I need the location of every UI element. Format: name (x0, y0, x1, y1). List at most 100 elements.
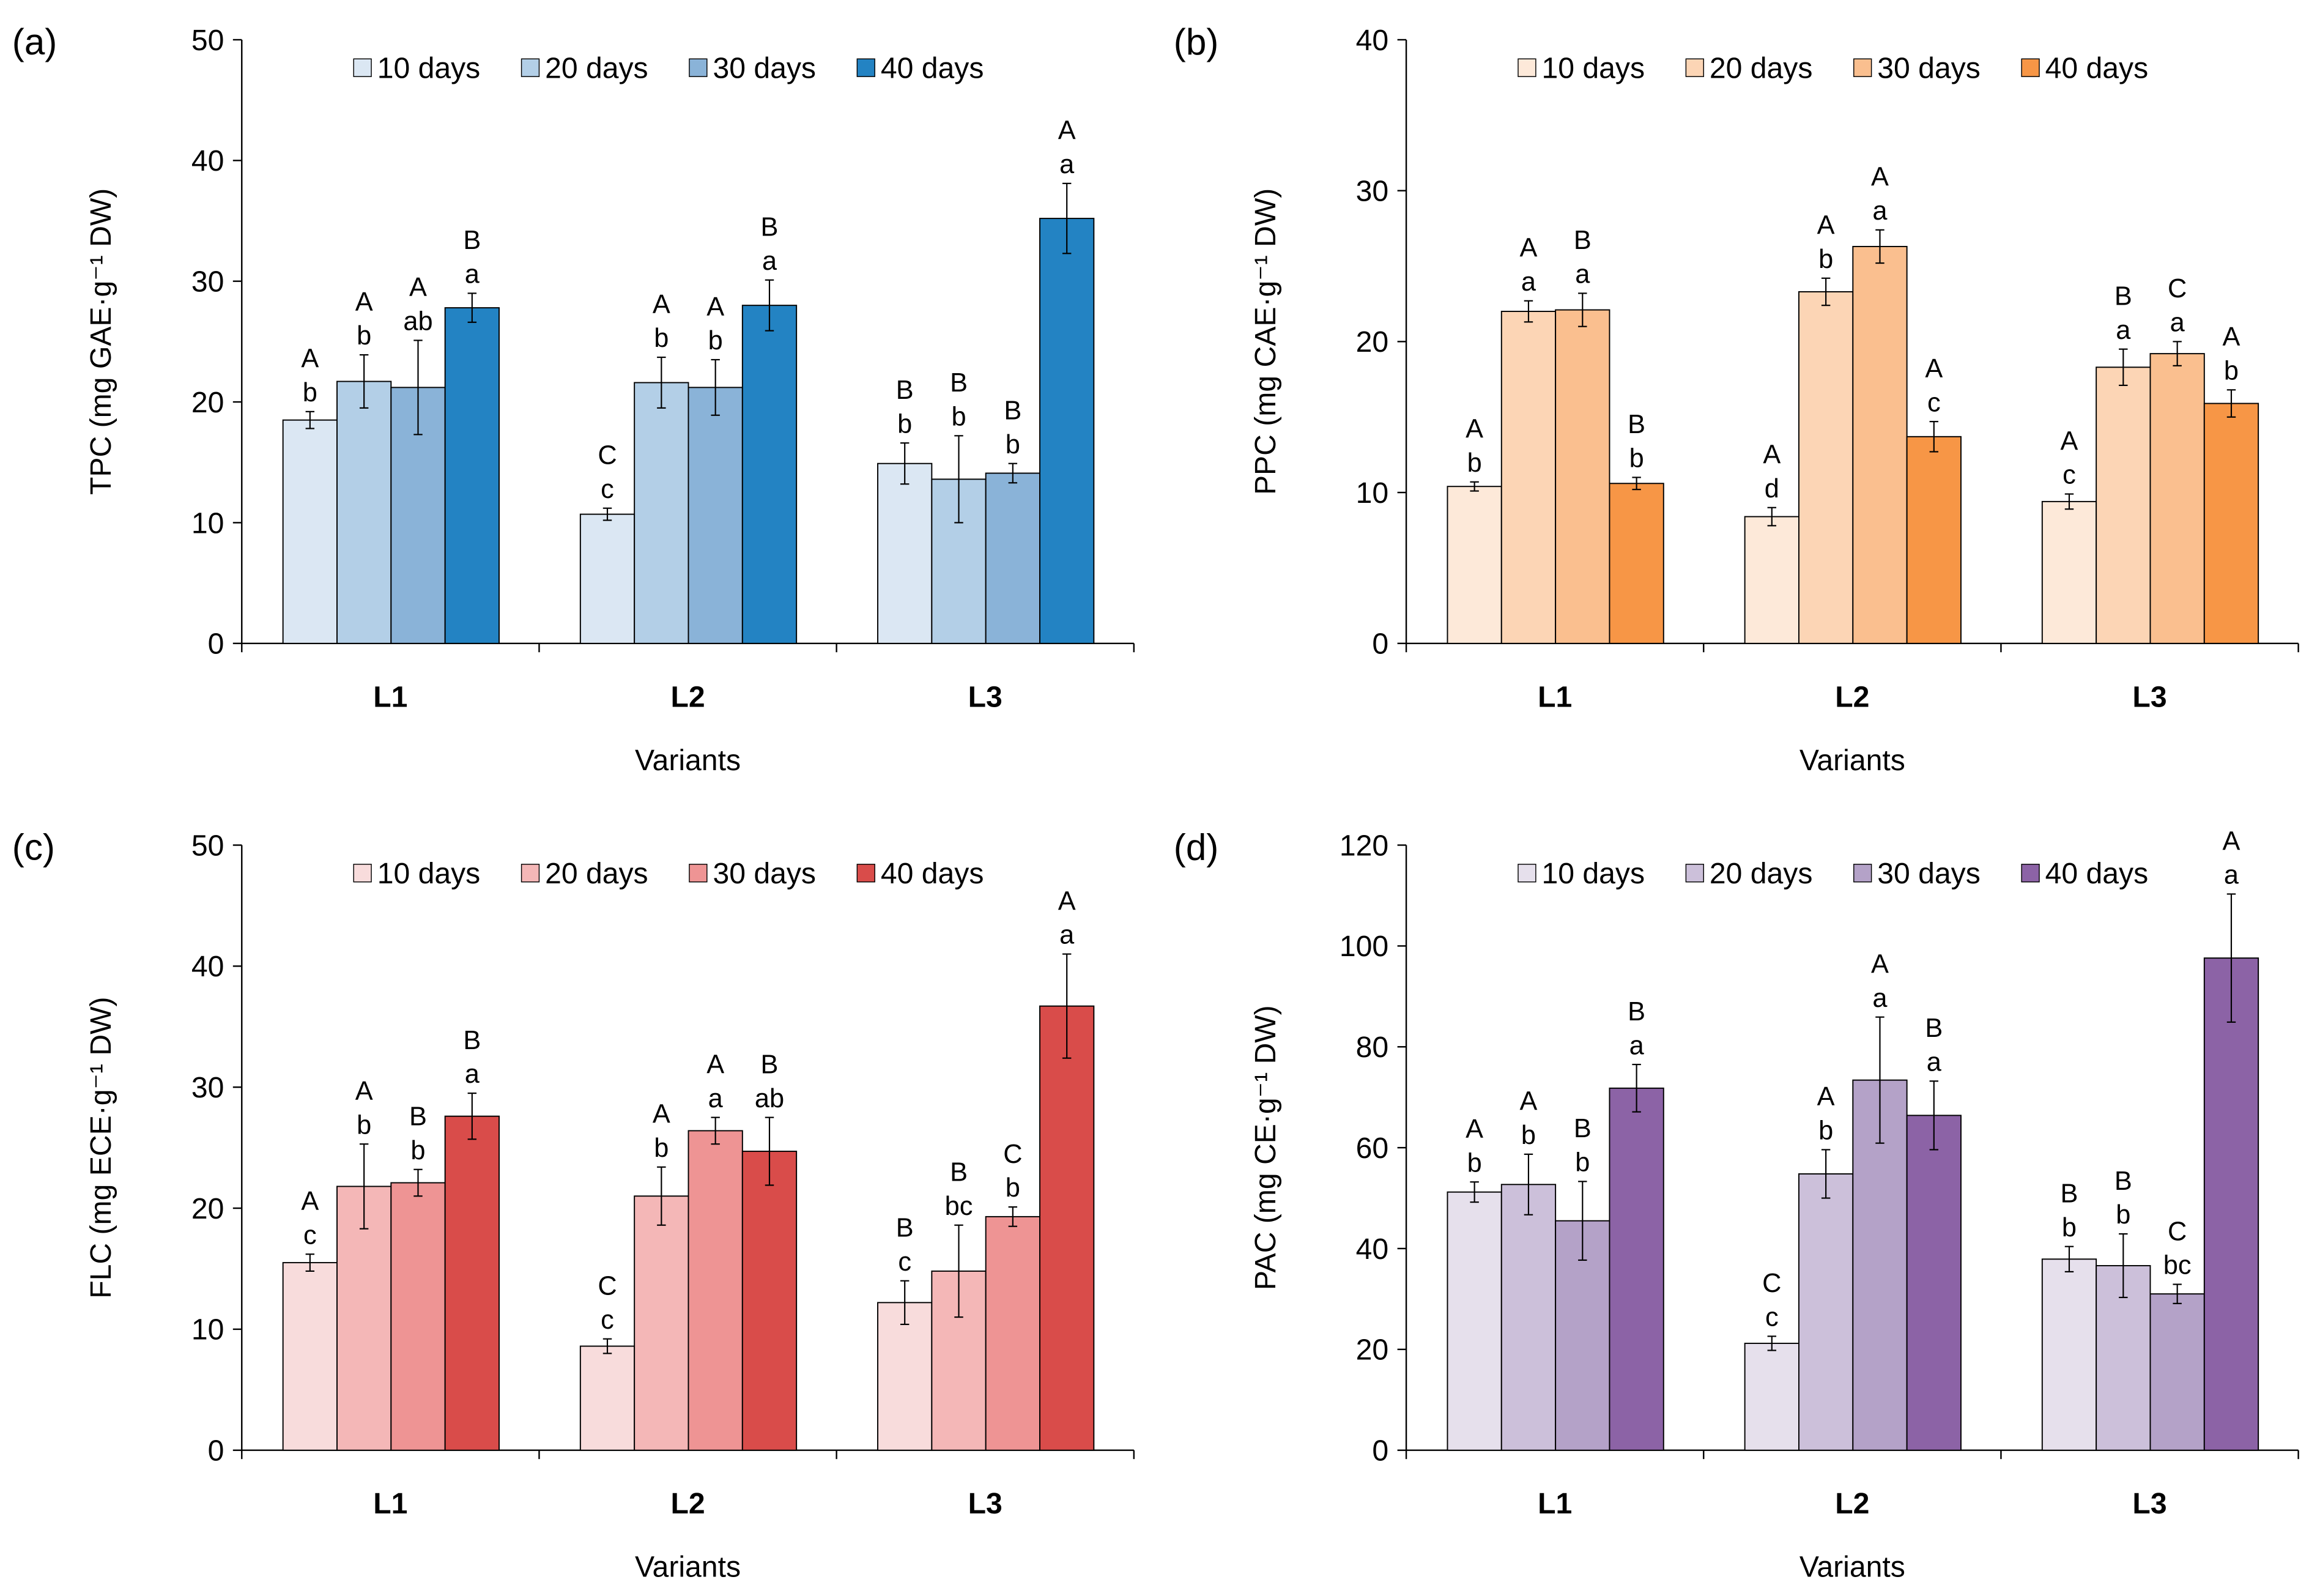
significance-letter-upper: B (761, 1050, 779, 1079)
x-axis-title: Variants (1799, 1551, 1905, 1584)
legend-label: 20 days (545, 52, 648, 85)
x-category-label: L3 (968, 1487, 1003, 1520)
bar-10-days-L2 (579, 1345, 636, 1451)
bar-40-days-L3 (1039, 218, 1095, 644)
y-tick-label: 20 (191, 1192, 224, 1225)
significance-letter-upper: C (598, 441, 617, 470)
significance-letter-upper: A (1058, 886, 1076, 916)
y-tick-label: 80 (1356, 1031, 1389, 1064)
significance-letter-upper: A (2223, 826, 2240, 856)
y-tick-label: 20 (1356, 325, 1389, 358)
legend-label: 30 days (1877, 857, 1981, 890)
significance-letter-lower: a (1872, 984, 1888, 1013)
significance-letter-upper: A (2223, 322, 2240, 352)
panel-label: (d) (1174, 827, 1219, 868)
bar-40-days-L1 (1609, 483, 1664, 644)
bar-40-days-L3 (2203, 957, 2259, 1451)
legend-swatch (1518, 58, 1536, 77)
significance-letter-lower: ab (403, 307, 432, 336)
x-category-label: L2 (670, 1487, 705, 1520)
bar-40-days-L2 (1906, 436, 1962, 644)
significance-letter-upper: A (706, 292, 724, 322)
x-category-label: L1 (1538, 680, 1572, 713)
bar-30-days-L3 (2149, 1293, 2205, 1451)
significance-letter-lower: c (303, 1220, 317, 1250)
significance-letter-upper: B (896, 1214, 914, 1243)
significance-letter-upper: C (1003, 1140, 1022, 1169)
y-tick-label: 0 (1372, 628, 1388, 661)
legend-swatch (353, 58, 372, 77)
significance-letter-lower: a (1872, 196, 1888, 226)
bar-10-days-L1 (1447, 1191, 1502, 1451)
significance-letter-upper: A (355, 288, 373, 317)
legend-label: 20 days (1710, 857, 1813, 890)
legend-label: 10 days (1541, 52, 1645, 85)
y-tick-label: 40 (1356, 1233, 1389, 1266)
x-axis-title: Variants (635, 1551, 741, 1584)
significance-letter-upper: B (1628, 997, 1645, 1026)
y-tick-label: 120 (1340, 829, 1388, 862)
y-tick-label: 20 (191, 386, 224, 419)
significance-letter-lower: b (654, 324, 669, 353)
bar-20-days-L2 (634, 382, 689, 644)
significance-letter-lower: c (898, 1247, 911, 1277)
bar-30-days-L1 (390, 1182, 446, 1451)
significance-letter-lower: a (465, 260, 480, 289)
x-category-label: L1 (373, 680, 407, 713)
significance-letter-upper: B (1574, 1114, 1592, 1143)
significance-letter-lower: b (1006, 430, 1020, 459)
legend-swatch (1518, 864, 1536, 883)
significance-letter-upper: A (409, 273, 427, 302)
significance-letter-lower: c (1927, 388, 1941, 417)
significance-letter-upper: B (950, 368, 968, 398)
significance-letter-lower: b (1521, 1121, 1536, 1150)
panel-label: (a) (12, 21, 57, 62)
significance-letter-lower: a (1059, 150, 1075, 179)
x-axis-title: Variants (635, 744, 741, 777)
significance-letter-upper: B (463, 1026, 481, 1055)
y-axis-title: PAC (mg CE·g⁻¹ DW) (1249, 1005, 1282, 1290)
y-tick-label: 40 (1356, 24, 1389, 57)
legend-swatch (2021, 864, 2040, 883)
significance-letter-lower: a (1575, 260, 1590, 289)
y-tick-label: 0 (208, 628, 224, 661)
significance-letter-lower: b (410, 1136, 425, 1165)
bar-20-days-L2 (1798, 1173, 1854, 1451)
significance-letter-lower: a (465, 1060, 480, 1089)
panel-a: (a) 0 10 20 30 40 50 L1 L2 L3 Variants TPC (mg GAE·… (12, 21, 1135, 777)
bar-40-days-L2 (1906, 1115, 1962, 1451)
significance-letter-lower: b (951, 402, 966, 431)
significance-letter-lower: b (654, 1134, 669, 1163)
bar-20-days-L2 (1798, 291, 1854, 644)
significance-letter-upper: B (2114, 1167, 2132, 1196)
significance-letter-upper: B (1004, 396, 1021, 426)
panel-d: (d) 0 20 40 60 80 100 120 L1 L2 L3 Variants PAC (mg … (1174, 826, 2299, 1584)
y-tick-label: 50 (191, 24, 224, 57)
significance-letter-upper: B (950, 1158, 968, 1187)
bar-10-days-L2 (1744, 1343, 1799, 1451)
bar-10-days-L3 (2041, 1258, 2097, 1451)
y-axis-title: TPC (mg GAE·g⁻¹ DW) (84, 188, 117, 495)
significance-letter-lower: b (2062, 1213, 2077, 1242)
significance-letter-upper: A (653, 1100, 670, 1129)
x-category-label: L2 (1835, 1487, 1869, 1520)
bar-30-days-L3 (2149, 353, 2205, 644)
significance-letter-lower: a (2224, 861, 2239, 890)
significance-letter-lower: b (1467, 1148, 1482, 1178)
significance-letter-lower: b (1818, 1116, 1833, 1146)
significance-letter-lower: b (303, 378, 317, 407)
legend-swatch (856, 58, 875, 77)
significance-letter-lower: a (708, 1084, 724, 1113)
legend-label: 40 days (2045, 857, 2149, 890)
significance-letter-lower: b (1467, 448, 1482, 478)
significance-letter-upper: A (301, 1187, 319, 1216)
significance-letter-lower: a (2170, 308, 2185, 338)
significance-letter-upper: C (1762, 1269, 1781, 1298)
legend-swatch (353, 864, 372, 883)
legend-label: 40 days (881, 52, 984, 85)
legend-swatch (521, 864, 540, 883)
significance-letter-lower: c (1765, 1303, 1779, 1332)
significance-letter-upper: A (706, 1050, 724, 1079)
legend-swatch (1685, 864, 1704, 883)
